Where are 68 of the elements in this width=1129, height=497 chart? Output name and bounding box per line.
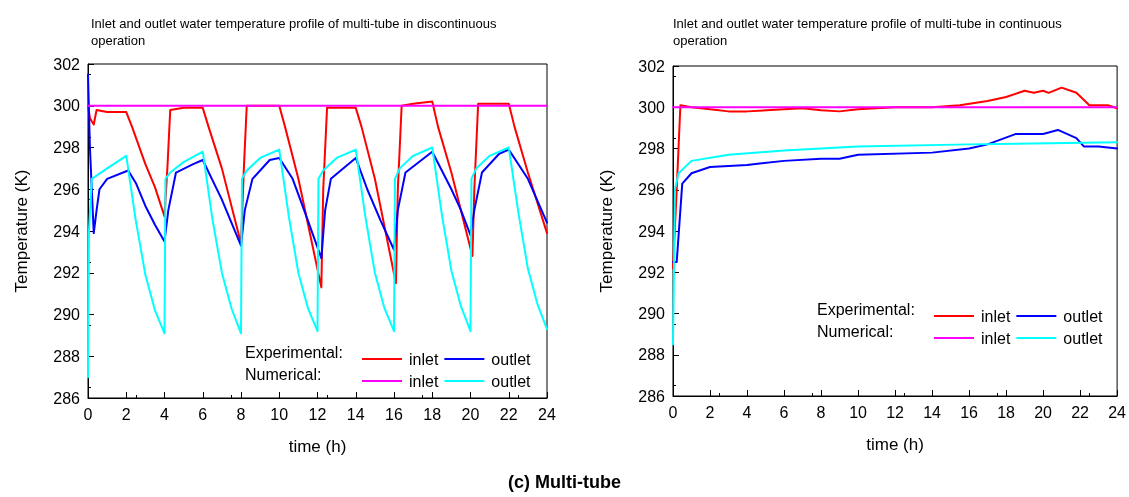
annotation: Experimental: xyxy=(245,343,343,361)
line-series xyxy=(87,100,548,289)
y-tick-label: 292 xyxy=(638,263,666,281)
legend-label: inlet xyxy=(409,350,439,368)
x-tick-label: 14 xyxy=(923,403,942,421)
x-tick-label: 2 xyxy=(121,405,131,423)
x-tick-label: 18 xyxy=(423,405,442,423)
x-tick-label: 4 xyxy=(742,403,752,421)
legend-label: inlet xyxy=(409,372,439,390)
legend-label: outlet xyxy=(1063,307,1104,325)
y-axis-title: Temperature (K) xyxy=(12,169,31,293)
y-tick-label: 290 xyxy=(638,305,666,322)
y-tick-label: 298 xyxy=(638,140,666,157)
chart-title: Inlet and outlet water temperature profile of multi-tube in continuous operation xyxy=(673,16,1066,48)
y-tick-label: 300 xyxy=(638,98,666,116)
x-tick-label: 2 xyxy=(705,403,715,421)
x-tick-label: 8 xyxy=(816,403,826,421)
x-tick-label: 8 xyxy=(236,405,246,423)
y-tick-label: 296 xyxy=(53,180,81,198)
legend-label: outlet xyxy=(1063,329,1104,347)
line-series xyxy=(672,128,1119,263)
y-tick-label: 298 xyxy=(53,139,81,156)
y-axis-title: Temperature (K) xyxy=(597,169,616,293)
x-tick-label: 22 xyxy=(1071,403,1090,421)
x-tick-label: 0 xyxy=(668,403,678,421)
y-tick-label: 294 xyxy=(53,222,81,240)
y-tick-label: 286 xyxy=(638,387,666,405)
annotation: Numerical: xyxy=(245,365,322,383)
y-tick-label: 288 xyxy=(638,346,666,364)
x-tick-label: 16 xyxy=(960,403,979,421)
annotation: Experimental: xyxy=(817,300,915,318)
line-series xyxy=(672,86,1119,270)
y-tick-label: 290 xyxy=(53,306,81,323)
legend-label: outlet xyxy=(491,350,532,368)
y-tick-label: 296 xyxy=(638,181,666,199)
y-tick-label: 302 xyxy=(638,57,666,75)
y-tick-label: 286 xyxy=(53,389,81,407)
x-tick-label: 18 xyxy=(997,403,1016,421)
legend-label: outlet xyxy=(491,372,532,390)
x-axis-title: time (h) xyxy=(866,435,924,454)
x-tick-label: 20 xyxy=(461,405,480,423)
annotation: Numerical: xyxy=(817,322,894,340)
text: (c) Multi-tube xyxy=(507,472,622,493)
y-tick-label: 302 xyxy=(53,55,81,73)
x-tick-label: 4 xyxy=(160,405,170,423)
x-tick-label: 16 xyxy=(385,405,403,423)
x-axis-title: time (h) xyxy=(288,437,347,456)
x-tick-label: 6 xyxy=(779,403,789,421)
x-tick-label: 6 xyxy=(198,405,208,423)
x-tick-label: 24 xyxy=(538,405,556,423)
x-tick-label: 12 xyxy=(308,405,327,423)
y-tick-label: 292 xyxy=(53,264,81,282)
legend-label: inlet xyxy=(981,329,1011,347)
legend-label: inlet xyxy=(981,307,1011,325)
line-series xyxy=(672,141,1119,346)
x-tick-label: 10 xyxy=(270,405,289,423)
x-tick-label: 0 xyxy=(83,405,93,423)
chart-title: Inlet and outlet water temperature profile of multi-tube in discontinuous operation xyxy=(91,16,501,48)
line-series xyxy=(87,73,548,260)
y-tick-label: 288 xyxy=(53,347,81,365)
x-tick-label: 12 xyxy=(886,403,905,421)
x-tick-label: 20 xyxy=(1034,403,1053,421)
x-tick-label: 22 xyxy=(499,405,518,423)
x-tick-label: 14 xyxy=(346,405,365,423)
y-tick-label: 300 xyxy=(53,97,81,115)
y-tick-label: 294 xyxy=(638,222,666,240)
x-tick-label: 24 xyxy=(1108,403,1127,421)
x-tick-label: 10 xyxy=(849,403,868,421)
